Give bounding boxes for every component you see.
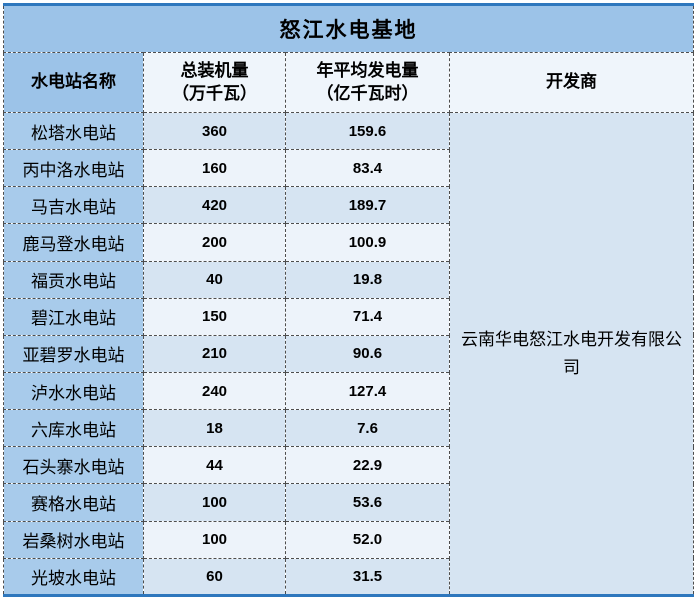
station-name-cell: 亚碧罗水电站	[3, 334, 144, 373]
generation-cell: 90.6	[285, 334, 450, 373]
capacity-cell: 100	[143, 483, 286, 522]
generation-cell: 31.5	[285, 557, 450, 597]
station-name-cell: 六库水电站	[3, 409, 144, 448]
station-name-cell: 福贡水电站	[3, 260, 144, 299]
generation-cell: 53.6	[285, 483, 450, 522]
generation-cell: 19.8	[285, 260, 450, 299]
table-row: 岩桑树水电站 100 52.0	[3, 520, 694, 559]
capacity-cell: 44	[143, 446, 286, 485]
capacity-cell: 240	[143, 371, 286, 411]
generation-cell: 7.6	[285, 409, 450, 448]
station-name-cell: 岩桑树水电站	[3, 520, 144, 559]
header-capacity: 总装机量 （万千瓦）	[143, 52, 286, 113]
station-name-cell: 鹿马登水电站	[3, 223, 144, 262]
header-station-name: 水电站名称	[3, 52, 144, 113]
capacity-cell: 420	[143, 186, 286, 225]
capacity-cell: 40	[143, 260, 286, 299]
table-row: 福贡水电站 40 19.8	[3, 260, 694, 299]
station-name-cell: 泸水水电站	[3, 371, 144, 411]
capacity-cell: 100	[143, 520, 286, 559]
table-row: 泸水水电站 240 127.4	[3, 371, 694, 411]
generation-cell: 127.4	[285, 371, 450, 411]
table-row: 光坡水电站 60 31.5	[3, 557, 694, 597]
developer-cell: 云南华电怒江水电开发有限公司	[449, 112, 694, 596]
generation-cell: 52.0	[285, 520, 450, 559]
generation-cell: 83.4	[285, 149, 450, 188]
header-generation: 年平均发电量 （亿千瓦时）	[285, 52, 450, 113]
capacity-cell: 200	[143, 223, 286, 262]
capacity-cell: 160	[143, 149, 286, 188]
station-name-cell: 光坡水电站	[3, 557, 144, 597]
station-name-cell: 马吉水电站	[3, 186, 144, 225]
generation-cell: 100.9	[285, 223, 450, 262]
station-name-cell: 松塔水电站	[3, 111, 144, 151]
station-name-cell: 丙中洛水电站	[3, 149, 144, 188]
generation-cell: 71.4	[285, 297, 450, 336]
station-name-cell: 碧江水电站	[3, 297, 144, 336]
table-title: 怒江水电基地	[3, 4, 694, 53]
table-row: 碧江水电站 150 71.4	[3, 297, 694, 336]
table-title-row: 怒江水电基地	[3, 4, 694, 53]
table-header-row: 水电站名称 总装机量 （万千瓦） 年平均发电量 （亿千瓦时） 开发商	[3, 52, 694, 113]
table-row: 六库水电站 18 7.6	[3, 409, 694, 448]
station-name-cell: 赛格水电站	[3, 483, 144, 522]
table-row: 鹿马登水电站 200 100.9	[3, 223, 694, 262]
table-row: 石头寨水电站 44 22.9	[3, 446, 694, 485]
hydropower-table: 怒江水电基地 水电站名称 总装机量 （万千瓦） 年平均发电量 （亿千瓦时） 开发…	[3, 3, 694, 597]
generation-cell: 22.9	[285, 446, 450, 485]
capacity-cell: 210	[143, 334, 286, 373]
table-row: 丙中洛水电站 160 83.4	[3, 149, 694, 188]
table-row: 马吉水电站 420 189.7	[3, 186, 694, 225]
capacity-cell: 60	[143, 557, 286, 597]
capacity-cell: 150	[143, 297, 286, 336]
station-name-cell: 石头寨水电站	[3, 446, 144, 485]
capacity-cell: 360	[143, 111, 286, 151]
generation-cell: 159.6	[285, 111, 450, 151]
table-row: 松塔水电站 360 159.6 云南华电怒江水电开发有限公司	[3, 111, 694, 596]
generation-cell: 189.7	[285, 186, 450, 225]
header-developer: 开发商	[449, 52, 694, 113]
capacity-cell: 18	[143, 409, 286, 448]
